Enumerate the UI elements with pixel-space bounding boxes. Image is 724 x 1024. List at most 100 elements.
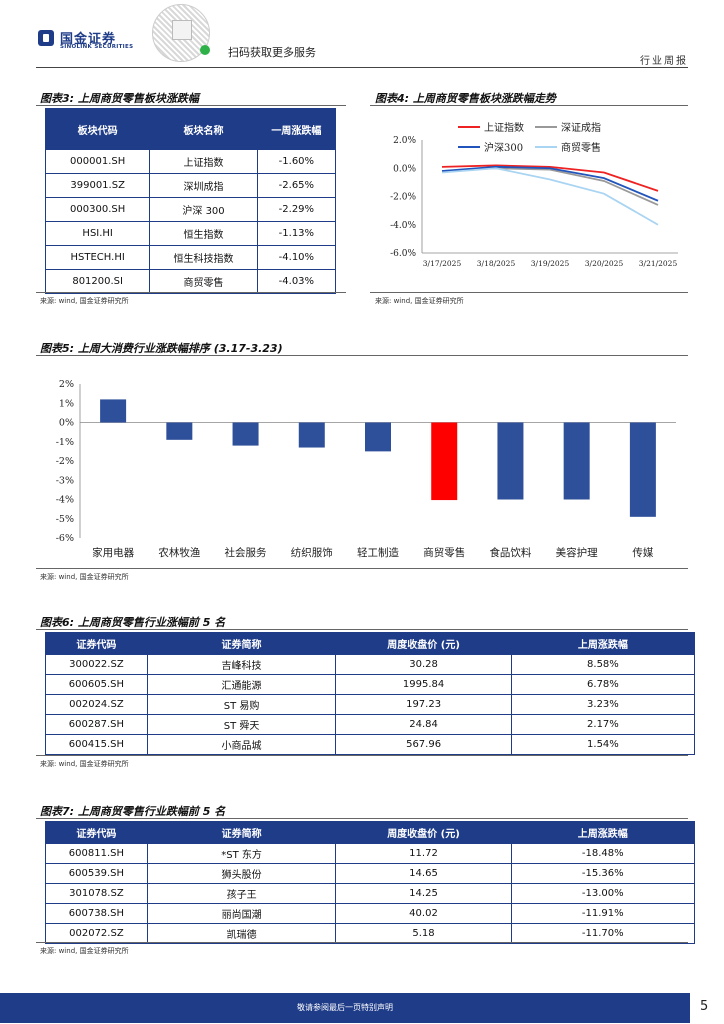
col-header: 板块代码 <box>44 108 151 150</box>
fig5-bottom-rule <box>36 568 688 569</box>
series-line-4 <box>441 167 659 226</box>
x-tick-label: 3/18/2025 <box>477 259 516 268</box>
table-cell: -11.91% <box>510 903 696 924</box>
table-row: 600605.SH 汇通能源 1995.84 6.78% <box>45 674 696 695</box>
x-tick-label: 家用电器 <box>92 546 134 559</box>
table-row: 300022.SZ 吉峰科技 30.28 8.58% <box>45 654 696 675</box>
table-cell: ST 舜天 <box>146 714 337 735</box>
col-header: 板块名称 <box>149 108 258 150</box>
table-cell: 14.25 <box>335 883 512 904</box>
table-cell: -11.70% <box>510 923 696 944</box>
section-label: 行业周报 <box>640 56 688 67</box>
col-header: 周度收盘价 (元) <box>335 632 512 655</box>
table-row: 002072.SZ 凯瑞德 5.18 -11.70% <box>45 923 696 944</box>
table-header-row: 板块代码 板块名称 一周涨跌幅 <box>44 108 337 150</box>
table-cell: 恒生指数 <box>149 221 258 246</box>
fig7-source: 来源: wind, 国金证券研究所 <box>40 947 129 955</box>
table-row: 399001.SZ 深圳成指 -2.65% <box>44 173 337 198</box>
fig7-title: 图表7: 上周商贸零售行业跌幅前 5 名 <box>40 805 226 818</box>
table-cell: 深圳成指 <box>149 173 258 198</box>
bar <box>232 422 259 446</box>
table-cell: 399001.SZ <box>44 173 151 198</box>
table-cell: 197.23 <box>335 694 512 715</box>
x-tick-label: 3/20/2025 <box>585 259 624 268</box>
qr-center-logo <box>172 20 192 40</box>
col-header: 一周涨跌幅 <box>256 108 337 150</box>
table-cell: 6.78% <box>510 674 696 695</box>
table-cell: -13.00% <box>510 883 696 904</box>
table-cell: 3.23% <box>510 694 696 715</box>
table-cell: 小商品城 <box>146 734 337 755</box>
x-tick-label: 食品饮料 <box>489 546 531 559</box>
table-cell: -2.29% <box>256 197 337 222</box>
table-row: 801200.SI 商贸零售 -4.03% <box>44 269 337 294</box>
table-cell: 567.96 <box>335 734 512 755</box>
company-logo-icon <box>38 30 54 46</box>
table-cell: ST 易购 <box>146 694 337 715</box>
table-cell: 000001.SH <box>44 149 151 174</box>
fig7-table: 证券代码 证券简称 周度收盘价 (元) 上周涨跌幅 600811.SH *ST 东… <box>45 821 696 944</box>
y-tick-label: 0% <box>59 418 74 429</box>
table-cell: *ST 东方 <box>146 843 337 864</box>
bar <box>365 422 391 452</box>
table-cell: 孩子王 <box>146 883 337 904</box>
table-row: 002024.SZ ST 易购 197.23 3.23% <box>45 694 696 715</box>
table-cell: 汇通能源 <box>146 674 337 695</box>
fig5-title-rule <box>36 355 688 356</box>
y-tick-label: -6.0% <box>390 249 416 259</box>
fig6-source: 来源: wind, 国金证券研究所 <box>40 760 129 768</box>
table-row: 600738.SH 丽尚国潮 40.02 -11.91% <box>45 903 696 924</box>
fig4-line-chart: 2.0% 0.0% -2.0% -4.0% -6.0% 3/17/2025 3/18/202… <box>390 121 678 268</box>
table-cell: 丽尚国潮 <box>146 903 337 924</box>
table-cell: 上证指数 <box>149 149 258 174</box>
table-header-row: 证券代码 证券简称 周度收盘价 (元) 上周涨跌幅 <box>45 821 696 844</box>
table-cell: -2.65% <box>256 173 337 198</box>
fig6-title: 图表6: 上周商贸零售行业涨幅前 5 名 <box>40 616 226 629</box>
table-cell: 1995.84 <box>335 674 512 695</box>
table-row: 600287.SH ST 舜天 24.84 2.17% <box>45 714 696 735</box>
x-tick-label: 商贸零售 <box>423 546 465 559</box>
table-cell: 801200.SI <box>44 269 151 294</box>
header-divider <box>36 67 688 68</box>
table-cell: HSTECH.HI <box>44 245 151 270</box>
table-cell: 30.28 <box>335 654 512 675</box>
y-tick-label: -4.0% <box>390 221 416 231</box>
table-cell: 5.18 <box>335 923 512 944</box>
col-header: 上周涨跌幅 <box>510 821 696 844</box>
table-row: 000001.SH 上证指数 -1.60% <box>44 149 337 174</box>
col-header: 上周涨跌幅 <box>510 632 696 655</box>
col-header: 证券简称 <box>146 632 337 655</box>
table-cell: 凯瑞德 <box>146 923 337 944</box>
table-cell: 商贸零售 <box>149 269 258 294</box>
y-tick-label: -4% <box>56 495 74 506</box>
y-tick-label: 2.0% <box>393 136 416 146</box>
table-cell: 24.84 <box>335 714 512 735</box>
y-tick-label: -2% <box>56 456 74 467</box>
x-tick-label: 3/19/2025 <box>531 259 570 268</box>
table-row: 000300.SH 沪深 300 -2.29% <box>44 197 337 222</box>
table-cell: 沪深 300 <box>149 197 258 222</box>
table-cell: -4.03% <box>256 269 337 294</box>
y-tick-label: -5% <box>56 514 74 525</box>
col-header: 证券代码 <box>45 632 148 655</box>
bar <box>298 422 325 448</box>
table-cell: 600738.SH <box>45 903 148 924</box>
x-tick-label: 美容护理 <box>556 546 598 559</box>
fig6-bottom-rule <box>36 755 688 756</box>
y-tick-label: -2.0% <box>390 193 416 203</box>
x-tick-label: 传媒 <box>632 546 653 559</box>
scan-prompt: 扫码获取更多服务 <box>228 46 316 59</box>
table-cell: -18.48% <box>510 843 696 864</box>
table-row: 301078.SZ 孩子王 14.25 -13.00% <box>45 883 696 904</box>
fig6-table: 证券代码 证券简称 周度收盘价 (元) 上周涨跌幅 300022.SZ 吉峰科技 3… <box>45 632 696 755</box>
table-row: 600539.SH 狮头股份 14.65 -15.36% <box>45 863 696 884</box>
table-cell: 狮头股份 <box>146 863 337 884</box>
fig6-title-rule <box>36 629 688 630</box>
table-cell: 8.58% <box>510 654 696 675</box>
fig7-title-rule <box>36 818 688 819</box>
col-header: 周度收盘价 (元) <box>335 821 512 844</box>
table-cell: 恒生科技指数 <box>149 245 258 270</box>
logo-chinese-name: 国金证券 <box>60 32 117 47</box>
table-cell: 000300.SH <box>44 197 151 222</box>
bar <box>100 399 127 423</box>
